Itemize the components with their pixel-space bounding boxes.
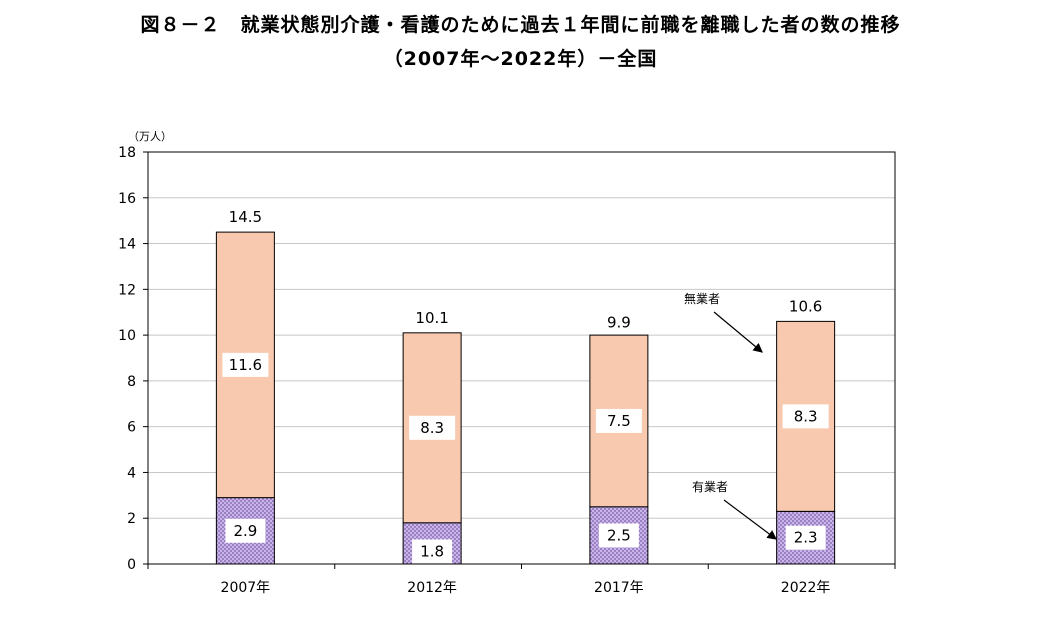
data-label-employed-box — [785, 525, 826, 550]
y-tick-label: 16 — [118, 191, 136, 207]
data-label-employed-box — [412, 539, 453, 564]
y-tick-label: 6 — [127, 420, 136, 436]
data-label-unemployed-group: 8.3 — [782, 404, 829, 429]
x-category-label: 2007年 — [221, 580, 271, 596]
data-label-employed-group: 2.9 — [225, 518, 266, 543]
total-label: 14.5 — [229, 208, 262, 226]
annotation-unemployed: 無業者 — [684, 291, 720, 306]
data-label-unemployed-group: 7.5 — [595, 408, 642, 433]
chart-subtitle: （2007年～2022年）－全国 — [383, 48, 658, 70]
data-label-unemployed: 7.5 — [607, 412, 631, 430]
data-label-employed-group: 2.3 — [785, 525, 826, 550]
annotation-employed: 有業者 — [692, 480, 728, 494]
annotation-unemployed-arrow — [713, 311, 763, 353]
data-label-employed-group: 1.8 — [412, 539, 453, 564]
total-label: 10.1 — [415, 309, 448, 327]
total-label: 9.9 — [607, 313, 631, 331]
y-tick-label: 2 — [127, 511, 136, 527]
data-label-employed: 2.3 — [794, 529, 818, 547]
y-tick-label: 12 — [118, 282, 136, 298]
data-label-unemployed: 11.6 — [229, 356, 262, 374]
data-label-employed: 1.8 — [420, 542, 444, 560]
data-label-employed-box — [598, 523, 639, 548]
data-label-unemployed: 8.3 — [794, 407, 818, 425]
x-category-label: 2017年 — [594, 580, 644, 596]
y-tick-label: 8 — [127, 374, 136, 390]
y-unit-label: （万人） — [128, 130, 172, 143]
annotation-employed-arrow — [723, 499, 777, 540]
y-tick-label: 10 — [118, 328, 136, 344]
data-label-unemployed-group: 11.6 — [222, 352, 269, 377]
total-label: 10.6 — [789, 297, 822, 315]
data-label-unemployed-group: 8.3 — [409, 415, 456, 440]
y-tick-label: 4 — [127, 465, 136, 481]
data-label-unemployed-box — [782, 404, 829, 429]
data-label-employed: 2.5 — [607, 526, 631, 544]
data-label-employed-group: 2.5 — [598, 523, 639, 548]
y-tick-label: 14 — [118, 237, 136, 253]
y-tick-label: 18 — [118, 145, 136, 161]
data-label-unemployed: 8.3 — [420, 419, 444, 437]
data-label-employed-box — [225, 518, 266, 543]
x-category-label: 2022年 — [781, 580, 831, 596]
x-category-label: 2012年 — [407, 580, 457, 596]
data-label-employed: 2.9 — [233, 522, 257, 540]
chart-title: 図８－２ 就業状態別介護・看護のために過去１年間に前職を離職した者の数の推移 — [140, 14, 901, 36]
y-tick-label: 0 — [127, 557, 136, 573]
data-label-unemployed-box — [595, 408, 642, 433]
data-label-unemployed-box — [409, 415, 456, 440]
data-label-unemployed-box — [222, 352, 269, 377]
